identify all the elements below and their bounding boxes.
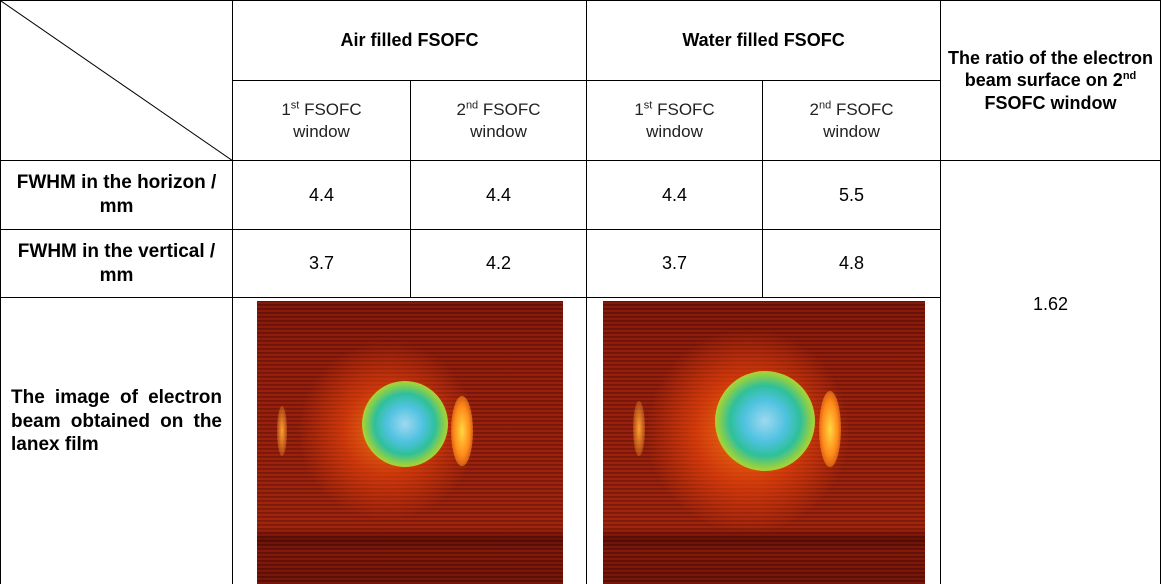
row-label: FWHM in the vertical / mm [0,229,233,298]
superscript: nd [1122,70,1137,83]
value-cell: 3.7 [232,229,411,298]
text: window [293,121,350,141]
value-cell: 4.4 [586,160,764,230]
ordinal: 1 [281,100,291,120]
side-spot [276,406,287,456]
image-cell [231,297,588,584]
text: FSOFC [657,100,715,120]
data-row: FWHM in the vertical / mm 3.7 4.2 3.7 4.8 [0,229,1161,298]
row-label: The image of electron beam obtained on t… [0,297,233,584]
corner-cell [0,0,233,161]
subheader: 1st FSOFC window [232,80,411,161]
text: FSOFC [835,100,894,120]
data-row: FWHM in the horizon / mm 4.4 4.4 4.4 5.5 1.6… [0,160,1161,584]
text: FSOFC window [984,92,1117,113]
superscript: st [643,99,653,112]
side-spot [632,401,645,456]
text: window [823,121,880,141]
value-cell: 4.4 [232,160,411,230]
subheader: 2nd FSOFC window [409,80,588,161]
beam-spot [361,381,448,467]
image-cell [586,297,942,584]
superscript: nd [818,99,832,112]
text: window [646,121,703,141]
value-cell: 4.2 [409,229,588,298]
text: window [470,121,527,141]
superscript: nd [465,99,479,112]
group-header: Air filled FSOFC [231,0,588,81]
ordinal: 2 [456,100,466,120]
subheader: 2nd FSOFC window [762,80,942,161]
beam-image [256,301,563,584]
ordinal: 2 [809,100,819,120]
ratio-value: 1.62 [940,160,1161,584]
row-label: FWHM in the horizon / mm [0,160,233,230]
image-row: The image of electron beam obtained on t… [0,297,1161,584]
header-row: Air filled FSOFC Water filled FSOFC The … [0,0,1161,161]
ratio-header: The ratio of the electron beam surface o… [940,0,1161,161]
superscript: st [290,99,300,112]
group-header: Water filled FSOFC [586,0,942,81]
text: FSOFC [304,100,362,120]
text: FSOFC [482,100,541,120]
value-cell: 3.7 [586,229,764,298]
text: The ratio of the electron beam surface o… [948,47,1154,91]
beam-image [602,301,925,584]
value-cell: 5.5 [762,160,942,230]
ordinal: 1 [634,100,644,120]
diagonal [1,1,233,161]
value-cell: 4.4 [409,160,588,230]
side-spot [818,391,841,467]
side-spot [450,396,473,466]
subheader: 1st FSOFC window [586,80,764,161]
value-cell: 4.8 [762,229,942,298]
subheader-row: 1st FSOFC window 2nd FSOFC window 1st FSOFC w… [1,80,1161,161]
beam-spot [714,371,815,471]
